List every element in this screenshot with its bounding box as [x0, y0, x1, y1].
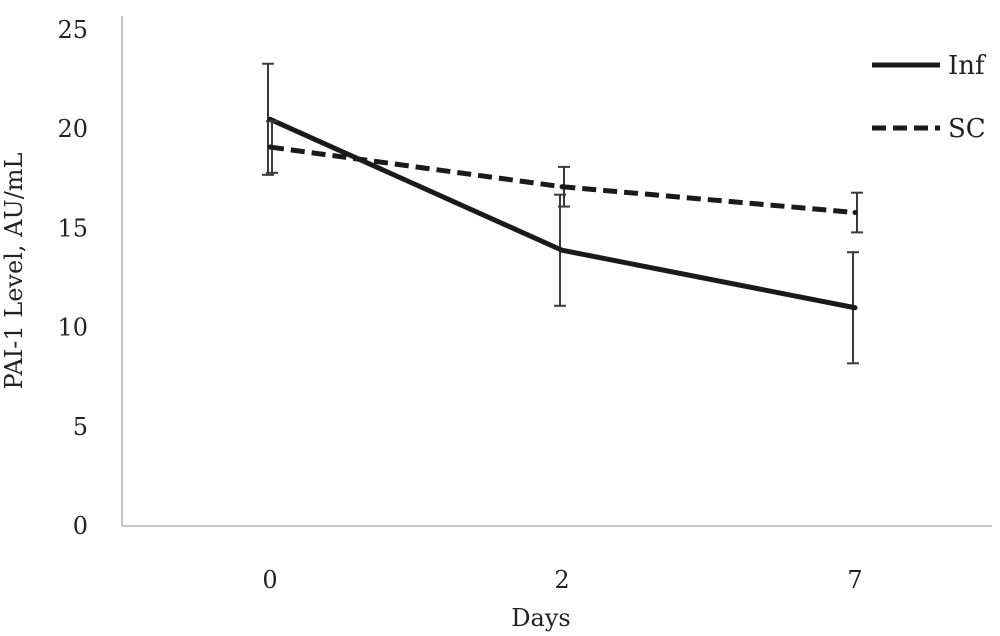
x-tick-label: 2 [554, 566, 569, 594]
series-sc [266, 120, 863, 234]
legend-label: SC [948, 114, 986, 144]
y-tick-label: 0 [73, 512, 88, 540]
x-axis-title: Days [511, 604, 570, 632]
y-tick-label: 15 [57, 214, 88, 242]
data-point [559, 184, 565, 190]
y-tick-label: 20 [57, 115, 88, 143]
legend-item-inf: Inf [872, 51, 987, 81]
legend-item-sc: SC [872, 114, 986, 144]
legend-label: Inf [948, 51, 987, 81]
y-tick-label: 5 [73, 413, 88, 441]
y-tick-labels: 0 5 10 15 20 25 [57, 16, 88, 540]
data-point [559, 247, 565, 253]
plot-area [262, 62, 863, 365]
x-tick-label: 0 [262, 566, 277, 594]
legend: Inf SC [872, 51, 987, 144]
data-point [267, 144, 273, 150]
axes [121, 16, 992, 527]
x-tick-labels: 0 2 7 [262, 566, 862, 594]
series-line-inf [268, 116, 856, 311]
x-tick-label: 7 [847, 566, 862, 594]
series-inf [262, 62, 859, 365]
data-point [852, 210, 858, 216]
y-tick-label: 10 [57, 314, 88, 342]
y-tick-label: 25 [57, 16, 88, 44]
data-point [852, 305, 858, 311]
y-axis-title: PAI-1 Level, AU/mL [0, 152, 28, 389]
series-line-sc [269, 144, 856, 216]
